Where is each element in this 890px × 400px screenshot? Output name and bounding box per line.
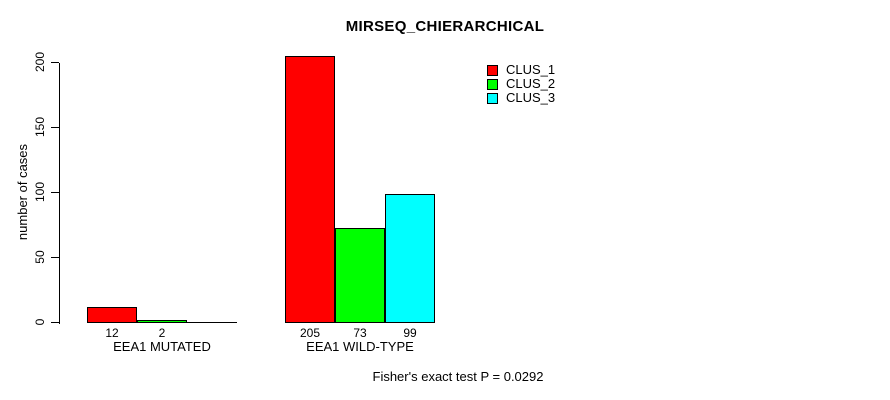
bar-clus_1-group2	[285, 56, 335, 323]
y-axis-tick	[51, 62, 59, 63]
legend-label: CLUS_1	[506, 62, 556, 77]
y-axis-tick-label: 0	[33, 318, 47, 326]
bar-clus_3-group2	[385, 194, 435, 323]
legend-label: CLUS_2	[506, 76, 556, 91]
legend: CLUS_1 CLUS_2 CLUS_3	[487, 63, 555, 105]
legend-row: CLUS_1	[487, 63, 555, 77]
y-axis-tick-label: 200	[33, 51, 47, 73]
y-axis-tick-label: 150	[33, 116, 47, 138]
y-axis-tick	[51, 257, 59, 258]
chart-title: MIRSEQ_CHIERARCHICAL	[345, 18, 545, 35]
legend-label: CLUS_3	[506, 90, 556, 105]
bar-value-label: 12	[105, 326, 119, 340]
bar-value-label: 2	[158, 326, 166, 340]
bar-value-label: 99	[403, 326, 417, 340]
bar-value-label: 205	[299, 326, 321, 340]
legend-swatch-icon	[487, 92, 498, 104]
legend-row: CLUS_3	[487, 91, 555, 105]
legend-swatch-icon	[487, 78, 498, 90]
y-axis-label: number of cases	[15, 143, 30, 241]
y-axis-tick-label: 50	[33, 250, 47, 264]
y-axis-line	[59, 63, 60, 324]
category-label: EEA1 MUTATED	[113, 339, 211, 354]
y-axis-tick-label: 100	[33, 181, 47, 203]
legend-swatch-icon	[487, 64, 498, 76]
bar-clus_2-group2	[335, 228, 385, 323]
bar-clus_2-group1	[137, 320, 187, 323]
y-axis-tick	[51, 192, 59, 193]
fisher-test-annotation: Fisher's exact test P = 0.0292	[372, 369, 544, 384]
category-label: EEA1 WILD-TYPE	[306, 339, 414, 354]
bar-clus_1-group1	[87, 307, 137, 323]
legend-row: CLUS_2	[487, 77, 555, 91]
y-axis-tick	[51, 127, 59, 128]
bar-value-label: 73	[353, 326, 367, 340]
y-axis-tick	[51, 322, 59, 323]
